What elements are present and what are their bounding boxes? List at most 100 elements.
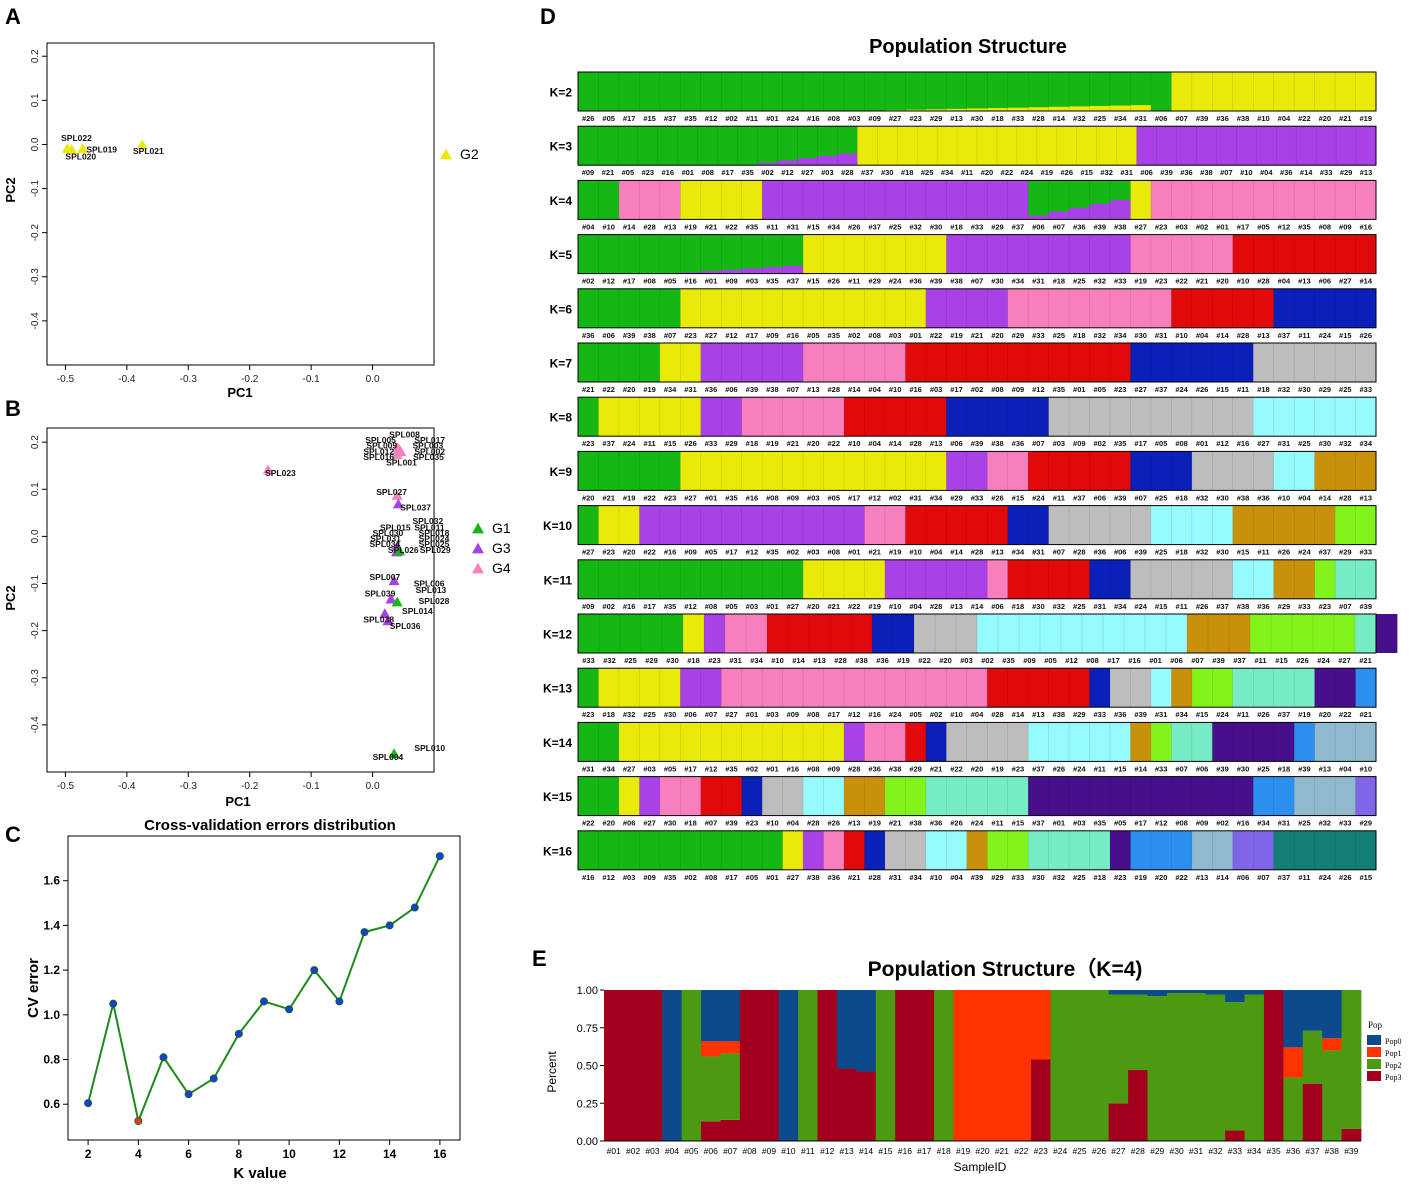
structure-row-frame [577, 830, 1377, 871]
structure-sample-id: #34 [930, 493, 943, 502]
structure-sample-id: #30 [666, 656, 679, 665]
structure-sample-id: #36 [705, 385, 718, 394]
k4-bar-segment [759, 990, 780, 1141]
structure-sample-id: #33 [1360, 548, 1373, 557]
pca-a-ytick-label: 0.0 [30, 137, 41, 151]
structure-sample-id: #17 [1134, 439, 1147, 448]
structure-segment [1273, 288, 1377, 328]
structure-sample-id: #07 [1134, 493, 1147, 502]
structure-segment [1294, 722, 1316, 762]
structure-sample-id: #24 [1073, 764, 1086, 773]
structure-segment [1048, 397, 1254, 437]
structure-sample-id: #13 [664, 222, 677, 231]
k4-bar-segment [701, 1041, 721, 1057]
structure-sample-id: #13 [950, 114, 963, 123]
structure-sample-id: #33 [1114, 277, 1127, 286]
structure-sample-id: #38 [807, 873, 820, 882]
structure-sample-id: #16 [909, 385, 922, 394]
structure-segment [987, 830, 1029, 870]
pca-a-xtick-label: -0.3 [180, 374, 198, 385]
structure-segment [987, 72, 1009, 111]
structure-k-label: K=6 [550, 302, 573, 316]
structure-segment [905, 343, 1131, 382]
cv-point [184, 1090, 193, 1099]
structure-sample-id: #26 [991, 493, 1004, 502]
structure-sample-id: #13 [950, 602, 963, 611]
k4-bar-segment [1147, 990, 1168, 997]
structure-row-frame [577, 559, 1377, 600]
cv-xtick-label: 8 [236, 1147, 243, 1161]
structure-segment [1069, 72, 1090, 111]
pca-a-xlabel: PC1 [227, 385, 252, 400]
structure-sample-id: #01 [705, 493, 718, 502]
structure-sample-id: #31 [1278, 819, 1291, 828]
k4-bar-segment [1225, 1002, 1245, 1131]
structure-sample-id: #20 [602, 819, 615, 828]
structure-sample-id: #03 [930, 385, 943, 394]
structure-segment [946, 397, 1050, 437]
structure-sample-id: #07 [664, 331, 677, 340]
k4-ytick-label: 0.50 [577, 1061, 598, 1073]
structure-sample-id: #19 [991, 764, 1004, 773]
structure-segment [987, 108, 1009, 111]
structure-sample-id: #21 [602, 493, 615, 502]
structure-sample-id: #29 [1339, 548, 1352, 557]
structure-segment [872, 614, 915, 653]
k4-bar-segment [992, 990, 1013, 1141]
structure-sample-id: #34 [1175, 710, 1188, 719]
structure-sample-id: #03 [807, 493, 820, 502]
structure-sample-id: #39 [930, 277, 943, 286]
structure-sample-id: #29 [1340, 168, 1353, 177]
structure-segment [1007, 107, 1029, 111]
structure-segment [725, 614, 768, 653]
pca-b-legend-marker [472, 542, 484, 554]
structure-segment [1355, 668, 1377, 708]
structure-segment [837, 153, 858, 166]
structure-sample-id: #16 [684, 277, 697, 286]
structure-sample-id: #30 [1298, 385, 1311, 394]
structure-sample-id: #30 [1237, 764, 1250, 773]
structure-sample-id: #37 [787, 277, 800, 286]
structure-sample-id: #19 [766, 439, 779, 448]
structure-sample-id: #11 [1237, 385, 1249, 394]
structure-segment [618, 776, 640, 816]
structure-sample-id: #37 [1012, 222, 1025, 231]
structure-segment [884, 830, 927, 870]
k4-bar-segment [1341, 1128, 1362, 1141]
structure-sample-id: #32 [1053, 602, 1066, 611]
k4-xtick-label: #15 [878, 1146, 892, 1156]
structure-sample-id: #36 [868, 764, 881, 773]
k4-xtick-label: #31 [1189, 1146, 1203, 1156]
k4-bar-segment [836, 1068, 857, 1141]
structure-sample-id: #08 [643, 277, 656, 286]
structure-sample-id: #32 [1073, 114, 1086, 123]
k4-bar-segment [1108, 994, 1129, 1104]
structure-segment [578, 234, 681, 274]
structure-sample-id: #27 [705, 331, 718, 340]
k4-bar-segment [1108, 1103, 1129, 1141]
structure-sample-id: #12 [848, 710, 861, 719]
k4-xtick-label: #36 [1286, 1146, 1300, 1156]
cv-ytick-label: 1.4 [43, 918, 60, 932]
structure-sample-id: #30 [1134, 331, 1147, 340]
k4-bar-segment [662, 990, 683, 1141]
structure-sample-id: #36 [1257, 602, 1270, 611]
structure-sample-id: #37 [1278, 873, 1291, 882]
structure-sample-id: #02 [889, 493, 902, 502]
structure-sample-id: #25 [1073, 602, 1086, 611]
structure-segment [1110, 72, 1131, 111]
structure-sample-id: #10 [602, 222, 615, 231]
structure-sample-id: #07 [1053, 222, 1066, 231]
pca-b-legend-label: G3 [492, 540, 511, 556]
structure-sample-id: #05 [602, 114, 615, 123]
pca-b-ytick-label: 0.1 [30, 482, 41, 496]
pca-a-ytick-label: -0.2 [30, 224, 41, 242]
structure-sample-id: #06 [1094, 493, 1107, 502]
pca-a-point-label: SPL019 [86, 144, 117, 154]
structure-sample-id: #35 [828, 331, 841, 340]
k4-xtick-label: #06 [704, 1146, 718, 1156]
k4-bar-segment [1225, 1130, 1245, 1141]
structure-sample-id: #09 [1012, 385, 1025, 394]
structure-sample-id: #04 [1298, 493, 1311, 502]
structure-sample-id: #16 [623, 602, 636, 611]
